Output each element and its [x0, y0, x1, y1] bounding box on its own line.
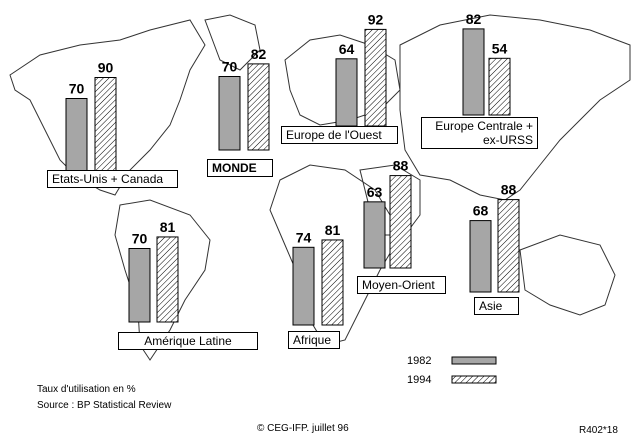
region-label: Moyen-Orient [357, 276, 446, 294]
legend-swatch [451, 375, 497, 384]
reference: R402*18 [579, 425, 618, 436]
region-label: Asie [474, 297, 519, 315]
legend-swatch [451, 356, 497, 365]
value-label: 88 [501, 182, 517, 198]
region-label: Afrique [288, 331, 340, 349]
bar [335, 58, 358, 127]
bar [389, 175, 412, 269]
value-label: 82 [251, 46, 267, 62]
bar [218, 76, 241, 151]
region-label: Amérique Latine [118, 332, 258, 350]
bar [488, 57, 511, 116]
bar [497, 199, 520, 293]
legend-label: 1994 [407, 374, 431, 386]
footer: © CEG-IFP. juillet 96 [257, 423, 349, 434]
value-label: 92 [368, 11, 384, 27]
value-label: 82 [466, 11, 482, 27]
bar [247, 63, 270, 151]
region-label: Europe Centrale + ex-URSS [421, 117, 538, 149]
value-label: 81 [325, 222, 341, 238]
value-label: 70 [222, 59, 238, 75]
value-label: 74 [296, 229, 312, 245]
value-label: 81 [160, 219, 176, 235]
value-label: 70 [132, 231, 148, 247]
region-label: Etats-Unis + Canada [47, 170, 178, 188]
note: Taux d'utilisation en % [37, 384, 136, 395]
bar [363, 201, 386, 269]
region-label: MONDE [207, 159, 273, 177]
value-label: 54 [492, 40, 508, 56]
bar [364, 28, 387, 127]
bar [321, 239, 344, 326]
bar [65, 98, 88, 173]
bar [156, 236, 179, 323]
legend-label: 1982 [407, 355, 431, 367]
value-label: 90 [98, 60, 114, 76]
bar [94, 77, 117, 173]
value-label: 70 [69, 81, 85, 97]
value-label: 64 [339, 41, 355, 57]
region-label: Europe de l'Ouest [281, 126, 398, 144]
bar [128, 248, 151, 323]
note: Source : BP Statistical Review [37, 400, 172, 411]
value-label: 88 [393, 158, 409, 174]
bar [462, 28, 485, 116]
bar [292, 246, 315, 326]
bar [469, 220, 492, 293]
value-label: 63 [367, 184, 383, 200]
world-map [9, 14, 631, 361]
value-label: 68 [473, 203, 489, 219]
